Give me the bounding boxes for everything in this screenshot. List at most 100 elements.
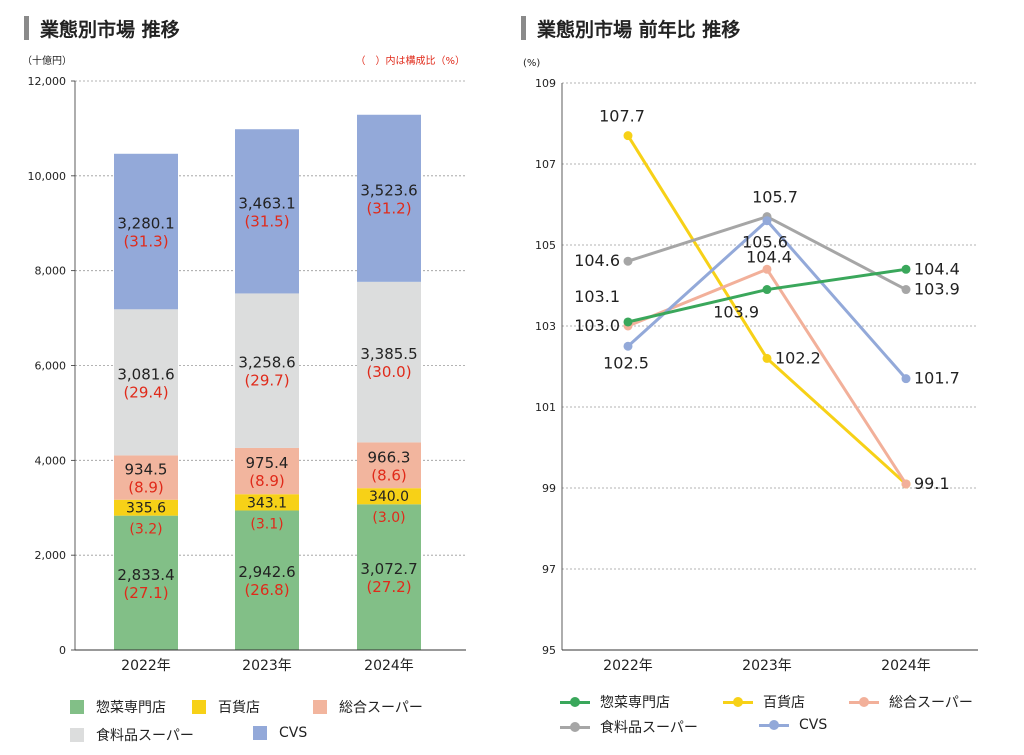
bar-value-label: 934.5 (125, 461, 168, 479)
y-tick-label: 6,000 (35, 360, 67, 373)
bar-share-label: (3.0) (372, 510, 405, 526)
bar-share-label: (31.5) (244, 212, 289, 230)
bar-segment (357, 114, 421, 282)
title-accent-bar (24, 16, 29, 40)
y-tick-label: 109 (535, 77, 556, 90)
bar-value-label: 2,833.4 (117, 566, 174, 584)
x-category-label: 2024年 (364, 658, 414, 674)
data-point (623, 341, 633, 351)
legend-line-swatch (560, 697, 590, 707)
legend-label: 総合スーパー (339, 700, 423, 716)
right-chart: 95 97 99 101 103 105 107 109 2022年 2023年 2024年 103.… (535, 77, 978, 674)
legend-marker (769, 720, 779, 730)
data-point (762, 216, 772, 226)
legend-item: 惣菜専門店 (70, 697, 166, 717)
legend-item: 総合スーパー (849, 692, 973, 712)
bar-share-label: (8.9) (249, 472, 285, 490)
left-chart-title-block: 業態別市場 推移 (24, 14, 180, 42)
legend-line-swatch (723, 697, 753, 707)
legend-marker (570, 722, 580, 732)
bar-segment (357, 504, 421, 650)
x-category-label: 2024年 (881, 658, 931, 674)
bar-segment (114, 455, 178, 500)
bar-segment (114, 515, 178, 650)
bar-value-label: 335.6 (126, 501, 166, 517)
y-tick-label: 97 (542, 563, 556, 576)
bar-share-label: (31.2) (366, 199, 411, 217)
point-value-label: 103.9 (914, 280, 960, 299)
left-chart: 0 2,000 4,000 6,000 8,000 10,000 12,000 2,833.4… (28, 75, 466, 674)
data-point (901, 374, 911, 384)
point-value-label: 104.4 (914, 259, 960, 278)
legend-item: 食料品スーパー (70, 725, 194, 745)
data-point (901, 285, 911, 295)
bar-value-label: 3,258.6 (238, 354, 295, 372)
bar-share-label: (29.7) (244, 372, 289, 390)
legend-item: 惣菜専門店 (560, 692, 670, 712)
point-value-label: 103.9 (713, 303, 759, 322)
bar-value-label: 2,942.6 (238, 563, 295, 581)
bar-share-label: (29.4) (123, 383, 168, 401)
legend-swatch (253, 726, 267, 740)
y-tick-label: 10,000 (28, 170, 67, 183)
bar-share-label: (3.1) (250, 516, 283, 532)
legend-label: CVS (799, 717, 828, 733)
data-point (762, 264, 772, 274)
y-tick-label: 101 (535, 401, 556, 414)
bar-share-label: (30.0) (366, 363, 411, 381)
legend-swatch (70, 728, 84, 742)
point-value-label: 107.7 (599, 107, 645, 126)
data-point (762, 353, 772, 363)
y-tick-label: 8,000 (35, 265, 67, 278)
legend-label: 食料品スーパー (600, 720, 698, 736)
point-value-label: 102.5 (603, 353, 649, 372)
legend-marker (570, 697, 580, 707)
legend-label: 惣菜専門店 (96, 700, 166, 716)
bar-segment (114, 499, 178, 516)
bar-segment (357, 281, 421, 443)
legend-marker (733, 697, 743, 707)
point-value-label: 104.4 (746, 247, 792, 266)
legend-marker (859, 697, 869, 707)
y-tick-label: 105 (535, 239, 556, 252)
legend-item: 総合スーパー (313, 697, 423, 717)
bar-value-label: 3,280.1 (117, 215, 174, 233)
bar-value-label: 966.3 (368, 448, 411, 466)
legend-line-swatch (560, 722, 590, 732)
legend-item: 百貨店 (723, 692, 805, 712)
x-category-label: 2022年 (603, 658, 653, 674)
bar-value-label: 975.4 (246, 454, 289, 472)
point-value-label: 105.7 (752, 188, 798, 207)
bar-share-label: (3.2) (129, 522, 162, 538)
x-category-label: 2023年 (742, 658, 792, 674)
series-line (627, 267, 908, 485)
legend-label: 百貨店 (218, 700, 260, 716)
y-tick-label: 95 (542, 644, 556, 657)
bar-segment (114, 153, 178, 310)
legend-line-swatch (759, 720, 789, 730)
y-tick-label: 107 (535, 158, 556, 171)
bar-value-label: 3,463.1 (238, 194, 295, 212)
bar-segment (357, 488, 421, 505)
point-value-label: 101.7 (914, 369, 960, 388)
y-tick-label: 12,000 (28, 75, 67, 88)
bar-value-label: 343.1 (247, 495, 287, 511)
bar-segment (235, 293, 299, 448)
bar-value-label: 3,523.6 (360, 181, 417, 199)
series-line (627, 267, 907, 324)
left-unit-label: （十億円） (22, 54, 72, 67)
bar-share-label: (8.9) (128, 479, 164, 497)
y-tick-label: 0 (59, 644, 66, 657)
y-tick-label: 103 (535, 320, 556, 333)
data-point (623, 317, 633, 327)
left-chart-title: 業態別市場 推移 (40, 18, 180, 41)
data-point (901, 264, 911, 274)
point-value-label: 103.0 (574, 316, 620, 335)
right-chart-title: 業態別市場 前年比 推移 (537, 18, 741, 41)
bar-segment (235, 494, 299, 511)
legend-item: 百貨店 (192, 697, 260, 717)
legend-swatch (313, 700, 327, 714)
y-tick-label: 4,000 (35, 454, 67, 467)
legend-line-swatch (849, 697, 879, 707)
